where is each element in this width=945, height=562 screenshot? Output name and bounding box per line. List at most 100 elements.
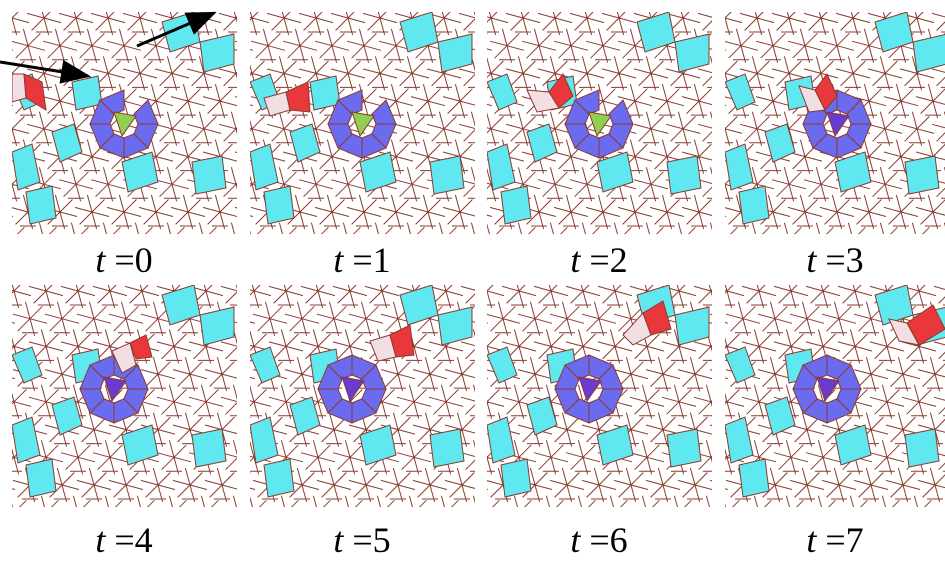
cyan-tile [121, 424, 159, 466]
cyan-tile [725, 416, 754, 464]
cyan-tile [437, 33, 473, 73]
cyan-tile [874, 285, 914, 326]
blue-tile [574, 89, 600, 115]
cyan-tile [429, 155, 465, 195]
panel-t5-tiling [250, 285, 475, 507]
cyan-tile [289, 396, 321, 436]
purple-tile [103, 376, 127, 403]
cyan-tile [738, 185, 770, 225]
panel-t0-tiling [12, 12, 237, 234]
cyan-tile [191, 155, 227, 195]
caption-t1: t =1 [333, 240, 391, 280]
blue-tile [608, 99, 634, 125]
red-tile [23, 73, 47, 111]
cyan-tile [12, 416, 41, 464]
cyan-tile [526, 123, 558, 163]
cyan-tile [250, 143, 279, 191]
cyan-tile [725, 73, 756, 111]
blue-tile [846, 99, 872, 125]
cyan-tile [263, 185, 295, 225]
cyan-tile [834, 424, 872, 466]
red-tile [129, 334, 153, 360]
blue-tile [337, 89, 363, 115]
cyan-tile [487, 143, 516, 191]
cyan-tile [904, 155, 940, 195]
purple-tile [578, 376, 602, 403]
blue-tile [99, 89, 125, 115]
cyan-tile [487, 346, 518, 384]
cyan-tile [289, 123, 321, 163]
green-tile [113, 111, 137, 138]
purple-tile [816, 376, 840, 403]
cyan-tile [51, 396, 83, 436]
purple-tile [341, 376, 365, 403]
cyan-tile [199, 33, 235, 73]
blue-tile [123, 364, 149, 390]
red-tile [285, 81, 311, 113]
red-tile [548, 73, 574, 109]
cyan-tile [526, 396, 558, 436]
cyan-tile [912, 33, 945, 73]
cyan-tile [764, 396, 796, 436]
cyan-tile [161, 285, 201, 326]
cyan-tile [263, 458, 295, 498]
cyan-tile [12, 143, 41, 191]
cyan-tile [725, 143, 754, 191]
cyan-tile [500, 458, 532, 498]
cyan-tile [834, 151, 872, 193]
green-tile [588, 111, 612, 138]
cyan-tile [666, 155, 702, 195]
caption-t4: t =4 [95, 520, 153, 560]
panel-t2-tiling [487, 12, 712, 234]
panel-t7-tiling [725, 285, 945, 507]
cyan-tile [199, 306, 235, 346]
cyan-tile [399, 12, 439, 53]
cyan-tile [874, 12, 914, 53]
cyan-tile [359, 424, 397, 466]
caption-t3: t =3 [806, 240, 864, 280]
cyan-tile [666, 428, 702, 468]
cyan-tile [359, 151, 397, 193]
green-tile [351, 111, 375, 138]
blue-tile [371, 99, 397, 125]
pink-tile [111, 342, 137, 374]
cyan-tile [51, 123, 83, 163]
panel-t6-tiling [487, 285, 712, 507]
cyan-tile [904, 428, 940, 468]
cyan-tile [596, 424, 634, 466]
caption-t0: t =0 [95, 240, 153, 280]
cyan-tile [429, 428, 465, 468]
panel-t4-tiling [12, 285, 237, 507]
panel-t3-tiling [725, 12, 945, 234]
cyan-tile [25, 458, 57, 498]
caption-t5: t =5 [333, 520, 391, 560]
cyan-tile [121, 151, 159, 193]
caption-t2: t =2 [570, 240, 628, 280]
red-tile [642, 300, 672, 336]
cyan-tile [764, 123, 796, 163]
blue-tile [133, 99, 159, 125]
cyan-tile [250, 416, 279, 464]
cyan-tile [596, 151, 634, 193]
cyan-tile [725, 346, 756, 384]
blue-tile [598, 364, 624, 390]
cyan-tile [674, 33, 710, 73]
blue-tile [836, 364, 862, 390]
panel-t1-tiling [250, 12, 475, 234]
cyan-tile [500, 185, 532, 225]
red-tile [389, 324, 415, 358]
cyan-tile [161, 12, 201, 53]
cyan-tile [437, 306, 473, 346]
cyan-tile [12, 346, 43, 384]
blue-tile [361, 364, 387, 390]
caption-t7: t =7 [806, 520, 864, 560]
cyan-tile [250, 346, 281, 384]
cyan-tile [487, 73, 518, 111]
caption-t6: t =6 [570, 520, 628, 560]
purple-tile [826, 111, 850, 138]
cyan-tile [487, 416, 516, 464]
cyan-tile [191, 428, 227, 468]
red-tile [814, 73, 838, 111]
cyan-tile [738, 458, 770, 498]
